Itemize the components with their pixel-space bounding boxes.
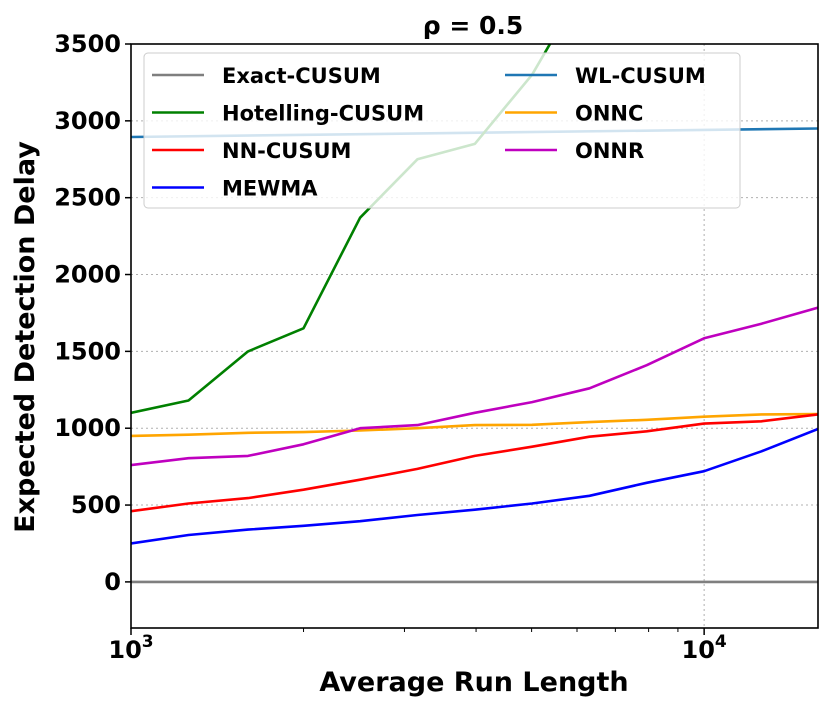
y-tick-label: 1000 bbox=[54, 414, 121, 442]
legend-label: MEWMA bbox=[222, 177, 318, 201]
x-tick-exponent: 4 bbox=[715, 632, 727, 652]
legend-label: WL-CUSUM bbox=[575, 64, 706, 88]
legend-label: Exact-CUSUM bbox=[222, 64, 381, 88]
x-tick-base: 10 bbox=[108, 636, 141, 664]
y-tick-label: 2500 bbox=[54, 184, 121, 212]
series-line-mewma bbox=[131, 427, 818, 545]
y-tick-label: 1500 bbox=[54, 337, 121, 365]
legend-box bbox=[143, 52, 741, 209]
x-axis-label: Average Run Length bbox=[319, 667, 628, 698]
series-line-onnr bbox=[131, 306, 818, 467]
y-tick-label: 0 bbox=[104, 568, 121, 596]
x-tick-base: 10 bbox=[682, 636, 715, 664]
grid-layer bbox=[131, 43, 818, 628]
legend-label: ONNR bbox=[575, 139, 644, 163]
y-axis-label: Expected Detection Delay bbox=[10, 141, 41, 533]
x-tick-label: 103 bbox=[108, 632, 153, 664]
y-tick-label: 500 bbox=[71, 491, 121, 519]
chart-title: ρ = 0.5 bbox=[423, 11, 524, 40]
legend-label: ONNC bbox=[575, 102, 643, 126]
y-tick-label: 3500 bbox=[54, 30, 121, 58]
x-tick-exponent: 3 bbox=[142, 632, 154, 652]
y-tick-label: 3000 bbox=[54, 107, 121, 135]
series-line-nn-cusum bbox=[131, 413, 818, 513]
x-tick-label: 104 bbox=[682, 632, 727, 664]
legend-label: NN-CUSUM bbox=[222, 139, 351, 163]
legend: Exact-CUSUM WL-CUSUM Hotelling-CUSUM ONNC NN… bbox=[143, 52, 741, 209]
y-tick-label: 2000 bbox=[54, 261, 121, 289]
series-line-onnc bbox=[131, 412, 818, 438]
plot-frame bbox=[130, 43, 819, 629]
legend-label: Hotelling-CUSUM bbox=[222, 102, 424, 126]
